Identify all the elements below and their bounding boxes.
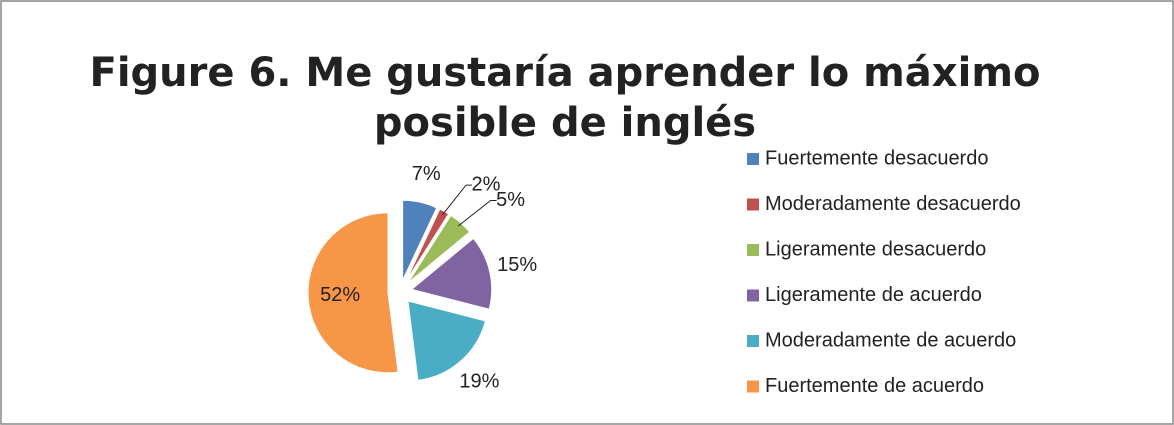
legend-swatch [747, 198, 759, 211]
legend-label: Moderadamente desacuerdo [765, 193, 1021, 215]
pie-slice [307, 212, 399, 374]
legend-swatch [747, 289, 759, 302]
legend-swatch [747, 335, 759, 347]
data-label: 7% [412, 163, 441, 185]
legend-label: Fuertemente desacuerdo [765, 147, 988, 169]
legend-swatch [747, 153, 759, 165]
pie-slice [405, 208, 450, 282]
legend-swatch [747, 380, 759, 393]
chart-title: Figure 6. Me gustaría aprender lo máximo… [90, 50, 1041, 146]
legend-label: Fuertemente de acuerdo [765, 375, 984, 397]
pie-slice [410, 237, 493, 310]
legend-swatch [747, 244, 759, 256]
pie-slice [402, 199, 438, 281]
legend-label: Moderadamente de acuerdo [765, 329, 1016, 351]
legend-label: Ligeramente desacuerdo [765, 238, 986, 260]
data-label: 5% [496, 189, 525, 211]
data-label: 52% [320, 284, 360, 306]
data-label: 19% [459, 370, 499, 392]
pie-slice [407, 214, 471, 284]
legend-label: Ligeramente de acuerdo [765, 284, 982, 306]
data-label: 2% [472, 173, 501, 195]
data-label: 15% [497, 254, 537, 276]
leader-line [457, 199, 497, 227]
pie-slice [407, 300, 487, 381]
leader-line [442, 184, 473, 216]
